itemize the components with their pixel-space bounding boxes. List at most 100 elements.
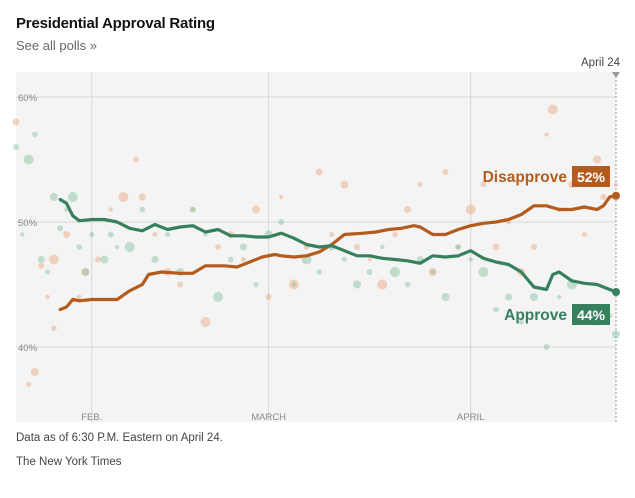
poll-dot-disapprove (118, 192, 129, 202)
poll-dot-disapprove (63, 231, 71, 238)
current-date-marker-icon (612, 72, 620, 78)
poll-dot-approve (151, 256, 159, 263)
poll-dot-disapprove (51, 325, 57, 332)
poll-dot-approve (430, 269, 436, 275)
poll-dot-approve (49, 193, 58, 201)
poll-dot-disapprove (547, 104, 558, 115)
poll-dot-disapprove (26, 382, 32, 387)
poll-dot-disapprove (329, 232, 335, 237)
poll-dot-approve (478, 267, 489, 277)
poll-dot-approve (213, 292, 224, 302)
poll-dot-disapprove (404, 206, 412, 213)
source-credit: The New York Times (16, 456, 122, 468)
poll-dot-disapprove (279, 194, 284, 200)
poll-dot-approve (107, 231, 114, 238)
poll-dot-disapprove (593, 155, 602, 164)
disapprove-trend-line (58, 194, 618, 312)
disapprove-value-label: 52% (577, 169, 606, 185)
poll-dot-disapprove (108, 207, 113, 212)
poll-dot-disapprove (48, 254, 59, 265)
poll-dot-disapprove (442, 169, 449, 175)
poll-dot-approve (543, 344, 550, 350)
poll-dot-approve (380, 244, 385, 250)
poll-dot-approve (529, 293, 538, 301)
poll-dot-approve (13, 144, 19, 150)
poll-dot-approve (253, 282, 259, 287)
poll-dot-disapprove (530, 244, 537, 250)
poll-dot-disapprove (45, 294, 50, 300)
poll-dot-disapprove (480, 181, 487, 188)
poll-dot-disapprove (81, 268, 90, 276)
poll-dot-approve (37, 256, 45, 263)
approval-chart: 60% 50% 40% FEB. MARCH APRIL April 24 52% Disapp… (12, 57, 621, 423)
poll-dot-disapprove (544, 132, 549, 137)
poll-dot-approve (57, 225, 64, 232)
poll-dot-approve (89, 232, 95, 237)
poll-dot-approve (239, 243, 247, 251)
poll-dot-approve (32, 131, 38, 138)
see-all-polls-link[interactable]: See all polls » (16, 38, 97, 53)
poll-dot-approve (20, 232, 25, 237)
disapprove-endpoint-dot (612, 191, 620, 200)
poll-dot-disapprove (600, 194, 607, 200)
poll-dot-disapprove (215, 244, 221, 250)
poll-dot-disapprove (377, 279, 388, 290)
data-timestamp-note: Data as of 6:30 P.M. Eastern on April 24… (16, 432, 223, 444)
poll-dot-approve (612, 330, 620, 339)
approve-series-label: Approve (504, 307, 567, 324)
poll-dot-approve (100, 255, 109, 264)
y-tick-label: 40% (18, 343, 38, 354)
poll-dot-disapprove (265, 294, 272, 300)
poll-dot-approve (278, 219, 285, 225)
poll-dot-disapprove (30, 368, 39, 376)
poll-dot-approve (124, 242, 135, 252)
poll-dot-approve (341, 257, 347, 262)
x-tick-label: APRIL (457, 412, 484, 423)
poll-dot-disapprove (76, 294, 82, 300)
x-tick-label: FEB. (81, 412, 102, 423)
poll-dot-disapprove (12, 118, 20, 126)
poll-dot-approve (404, 281, 411, 288)
poll-dot-disapprove (367, 257, 372, 262)
disapprove-badge (572, 166, 610, 187)
poll-dot-approve (165, 232, 171, 237)
poll-dot-approve (441, 293, 450, 301)
poll-dot-disapprove (392, 231, 398, 238)
current-date-label: April 24 (581, 57, 621, 69)
poll-dot-approve (518, 319, 524, 325)
poll-dot-disapprove (581, 232, 587, 237)
poll-dot-disapprove (152, 232, 158, 237)
poll-dot-approve (139, 206, 146, 213)
poll-dot-approve (366, 269, 373, 275)
poll-dot-disapprove (252, 205, 260, 214)
approve-badge (572, 304, 610, 325)
poll-dot-approve (76, 244, 82, 250)
poll-dot-approve (67, 192, 78, 202)
poll-dot-disapprove (200, 317, 211, 327)
poll-dot-approve (23, 154, 34, 165)
poll-dot-approve (389, 267, 400, 277)
poll-dot-disapprove (190, 207, 196, 212)
approve-endpoint-dot (612, 288, 620, 296)
poll-dot-approve (353, 280, 362, 289)
poll-dot-disapprove (38, 262, 45, 269)
poll-dot-disapprove (465, 204, 476, 215)
poll-dot-approve (556, 294, 562, 300)
poll-dot-approve (81, 268, 89, 276)
gridlines (16, 72, 620, 422)
poll-dot-disapprove (417, 182, 423, 187)
trend-lines (58, 191, 620, 312)
poll-dot-disapprove (240, 257, 246, 262)
poll-dot-approve (493, 306, 499, 313)
page-title: Presidential Approval Rating (16, 15, 215, 32)
x-tick-label: MARCH (251, 412, 286, 423)
poll-dot-disapprove (613, 182, 619, 187)
poll-dot-disapprove (95, 256, 102, 263)
poll-dot-approve (455, 244, 462, 250)
poll-dot-disapprove (340, 180, 349, 189)
poll-dot-approve (316, 269, 322, 275)
poll-dot-disapprove (428, 268, 437, 276)
poll-dot-approve (468, 257, 473, 262)
approve-value-label: 44% (577, 307, 606, 323)
poll-dot-approve (505, 293, 513, 301)
